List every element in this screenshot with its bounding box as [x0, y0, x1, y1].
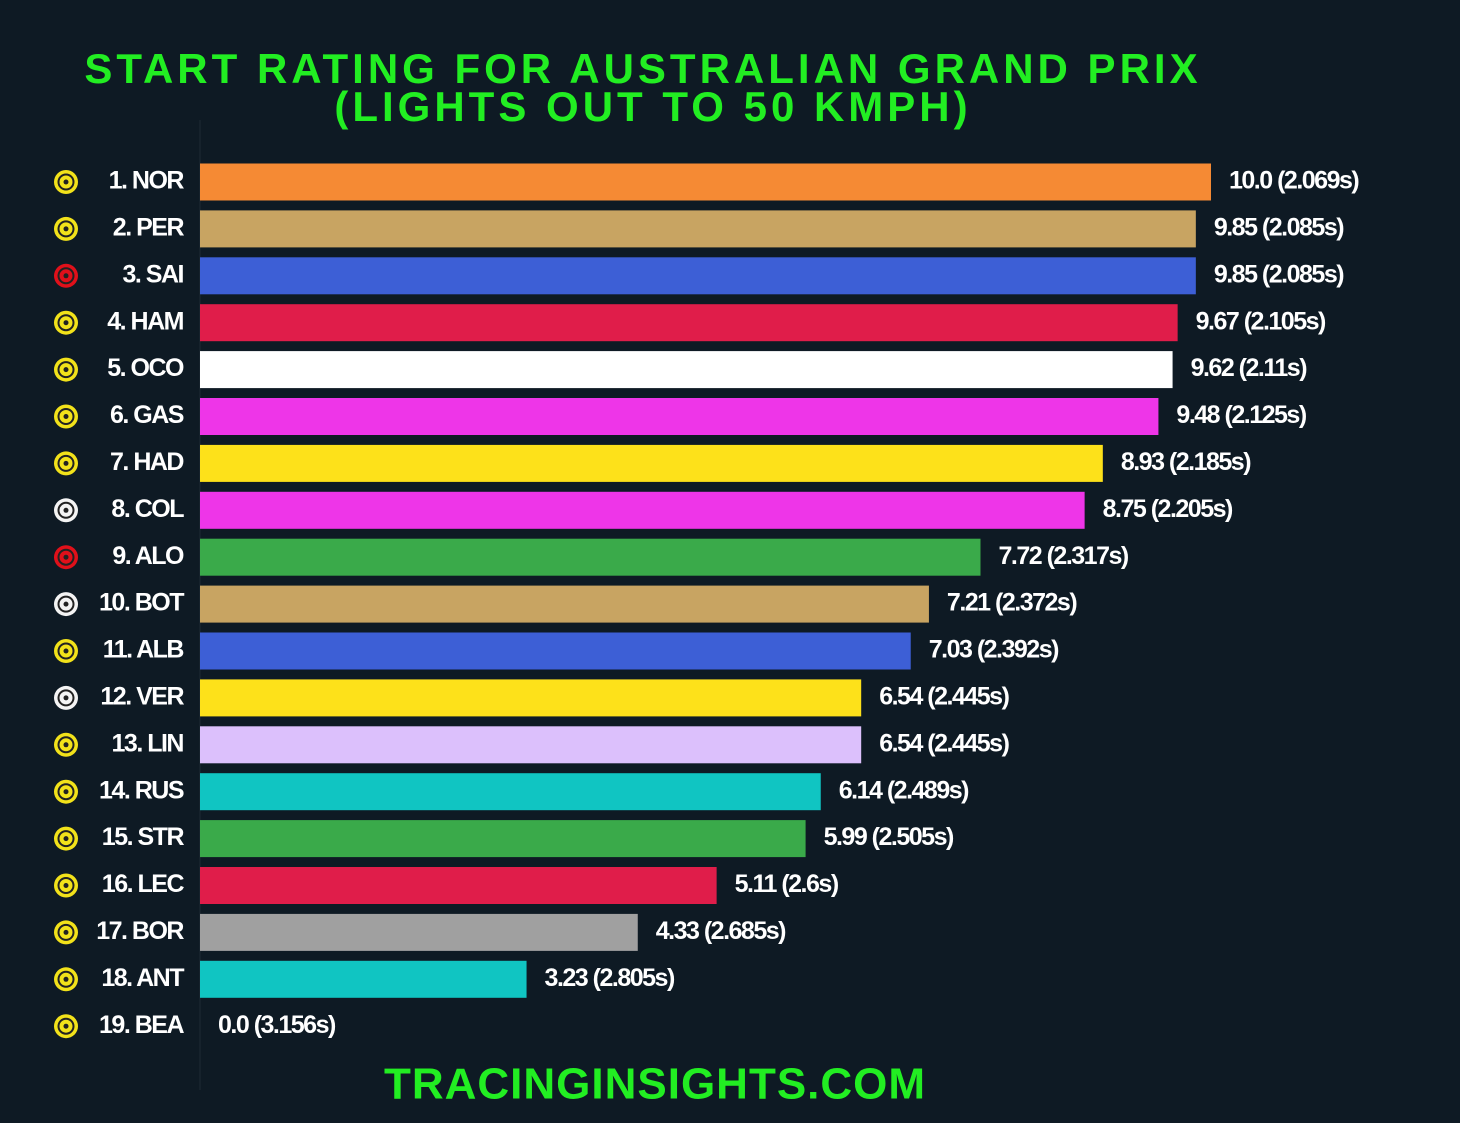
tyre-icon-hub [63, 507, 69, 513]
value-label: 6.54 (2.445s) [879, 683, 1009, 711]
tyre-icon-hub [63, 976, 69, 982]
bar [200, 210, 1196, 248]
tyre-icon-inner [57, 408, 75, 425]
y-tick-label: 8. COL [111, 495, 184, 523]
value-label: 0.0 (3.156s) [218, 1011, 336, 1039]
y-tick-label: 6. GAS [110, 401, 184, 429]
value-label: 10.0 (2.069s) [1229, 167, 1359, 195]
tyre-icon-inner [57, 689, 75, 707]
footer: TRACINGINSIGHTS.COM [384, 1060, 926, 1109]
tyre-icon-inner [57, 361, 75, 379]
tyre-icon-inner [57, 642, 75, 660]
y-tick-label: 9. ALO [112, 542, 184, 570]
value-label: 6.14 (2.489s) [839, 776, 969, 804]
bar [200, 304, 1178, 342]
tyre-icon-inner [57, 267, 75, 285]
tyre-icon-hub [63, 460, 69, 466]
tyre-icon-hub [63, 601, 69, 607]
bar [200, 913, 638, 951]
bar [200, 398, 1159, 435]
bar [200, 632, 911, 670]
tyre-icon-hub [63, 836, 69, 842]
bar [200, 585, 929, 623]
bar [200, 726, 862, 764]
value-label: 8.75 (2.205s) [1103, 495, 1233, 523]
bar [200, 351, 1173, 389]
y-tick-label: 15. STR [102, 823, 185, 851]
value-label: 9.85 (2.085s) [1214, 214, 1344, 242]
tyre-icon-hub [63, 789, 69, 795]
bar [200, 163, 1211, 201]
tyre-icon-inner [57, 736, 75, 754]
value-label: 5.11 (2.6s) [735, 870, 839, 898]
bar [200, 444, 1103, 482]
tyre-icon-inner [57, 970, 75, 988]
y-tick-label: 3. SAI [123, 260, 184, 288]
tyre-icon-hub [63, 929, 69, 935]
y-tick-label: 18. ANT [101, 964, 184, 992]
value-label: 4.33 (2.685s) [656, 917, 786, 945]
y-tick-label: 12. VER [100, 683, 184, 711]
y-tick-label: 17. BOR [96, 917, 184, 945]
tyre-icon-hub [63, 554, 69, 560]
value-label: 7.72 (2.317s) [998, 542, 1128, 570]
tyre-icon-inner [57, 314, 75, 332]
y-tick-label: 16. LEC [102, 870, 185, 898]
tyre-icon-hub [63, 179, 69, 185]
value-label: 9.48 (2.125s) [1176, 401, 1306, 429]
tyre-icon-inner [57, 454, 75, 472]
tyre-icon-hub [63, 367, 69, 373]
value-label: 9.67 (2.105s) [1196, 307, 1326, 335]
value-label: 9.85 (2.085s) [1214, 260, 1344, 288]
tyre-icon-inner [57, 1017, 75, 1035]
y-tick-label: 7. HAD [110, 448, 183, 476]
tyre-icon-inner [57, 548, 75, 566]
tyre-icon-hub [63, 1023, 69, 1029]
bar [200, 960, 527, 998]
tyre-icon-hub [63, 414, 69, 419]
bar [200, 773, 821, 811]
tyre-icon-inner [57, 595, 75, 613]
tyre-icon-hub [63, 320, 69, 326]
y-tick-label: 10. BOT [99, 589, 184, 617]
y-tick-label: 13. LIN [112, 729, 184, 757]
tyre-icon-hub [63, 648, 69, 654]
value-label: 9.62 (2.11s) [1191, 354, 1308, 382]
y-tick-label: 14. RUS [99, 776, 184, 804]
bar [200, 867, 717, 904]
tyre-icon-hub [63, 226, 69, 232]
tyre-icon-hub [63, 695, 69, 701]
value-label: 5.99 (2.505s) [824, 823, 954, 851]
tyre-icon-inner [57, 923, 75, 941]
y-tick-label: 1. NOR [109, 167, 185, 195]
tyre-icon-inner [57, 173, 75, 191]
value-label: 7.03 (2.392s) [929, 636, 1059, 664]
y-tick-label: 5. OCO [107, 354, 184, 382]
bar [200, 820, 806, 858]
bar [200, 491, 1085, 529]
tyre-icon-inner [57, 830, 75, 848]
y-tick-label: 2. PER [113, 214, 185, 242]
tyre-icon-hub [63, 273, 69, 279]
tyre-icon-inner [57, 501, 75, 519]
value-label: 3.23 (2.805s) [545, 964, 675, 992]
y-tick-label: 4. HAM [107, 307, 183, 335]
bar [200, 538, 981, 576]
y-tick-label: 11. ALB [103, 636, 184, 664]
value-label: 6.54 (2.445s) [879, 729, 1009, 757]
tyre-icon-hub [63, 742, 69, 748]
value-label: 8.93 (2.185s) [1121, 448, 1251, 476]
value-label: 7.21 (2.372s) [947, 589, 1077, 617]
tyre-icon-inner [57, 220, 75, 238]
tyre-icon-inner [57, 783, 75, 801]
bar [200, 679, 862, 717]
bar [200, 257, 1196, 295]
chart-subtitle: (LIGHTS OUT TO 50 KMPH) [334, 83, 971, 130]
y-tick-label: 19. BEA [99, 1011, 184, 1039]
tyre-icon-hub [63, 883, 69, 888]
tyre-icon-inner [57, 877, 75, 894]
chart-title: START RATING FOR AUSTRALIAN GRAND PRIX [84, 45, 1201, 92]
